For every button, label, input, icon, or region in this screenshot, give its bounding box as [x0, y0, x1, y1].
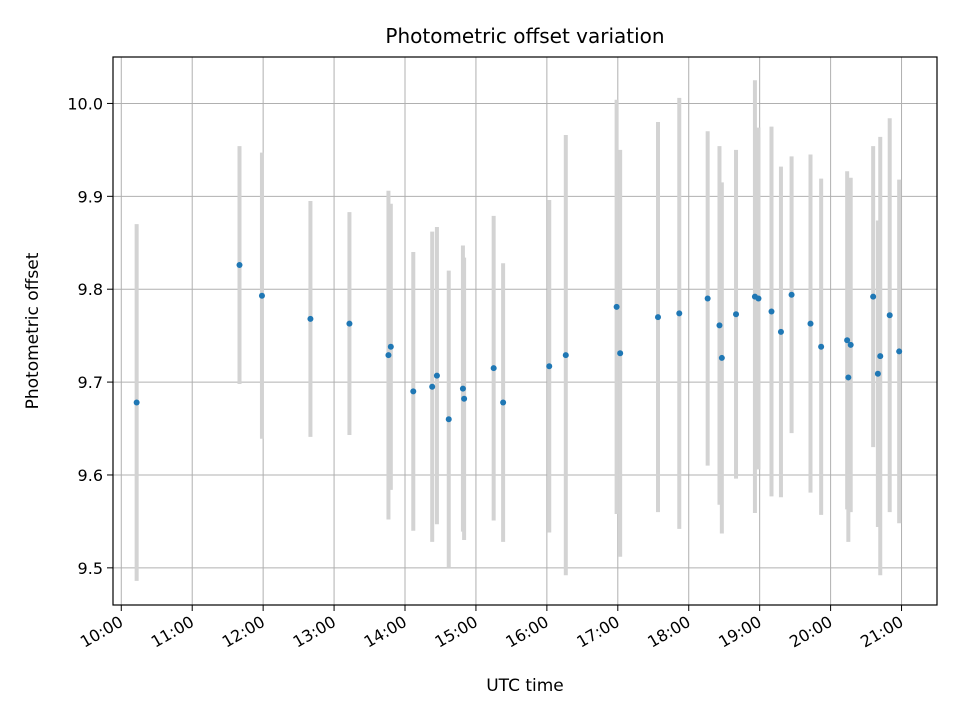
data-point	[461, 395, 468, 402]
chart-title: Photometric offset variation	[385, 24, 664, 48]
grid-lines	[113, 57, 937, 605]
data-point	[385, 352, 392, 359]
data-point	[877, 353, 884, 360]
data-point	[896, 348, 903, 355]
y-tick-label: 9.9	[78, 187, 103, 206]
data-point	[346, 320, 353, 327]
y-axis-ticks: 9.5 9.6 9.7 9.8 9.9 10.0	[67, 94, 113, 578]
data-point	[704, 295, 711, 302]
data-point	[307, 315, 314, 322]
data-point	[718, 354, 725, 361]
data-point	[445, 416, 452, 423]
data-point	[788, 291, 795, 298]
data-point	[654, 314, 661, 321]
data-point	[818, 343, 825, 350]
data-point	[613, 303, 620, 310]
data-point	[236, 262, 243, 269]
data-point	[410, 388, 417, 395]
data-point	[387, 343, 394, 350]
data-point	[874, 370, 881, 377]
y-tick-label: 9.7	[78, 373, 103, 392]
data-point	[886, 312, 893, 319]
y-axis-label: Photometric offset	[23, 252, 43, 409]
data-point	[562, 352, 569, 359]
y-tick-label: 10.0	[67, 94, 103, 113]
data-point	[845, 374, 852, 381]
x-axis-label: UTC time	[486, 676, 564, 696]
data-point	[870, 293, 877, 300]
y-tick-label: 9.8	[78, 280, 103, 299]
data-point	[133, 399, 140, 406]
data-point	[500, 399, 507, 406]
data-point	[733, 311, 740, 318]
data-point	[617, 350, 624, 357]
data-point	[490, 365, 497, 372]
data-point	[768, 308, 775, 315]
y-tick-label: 9.5	[78, 559, 103, 578]
data-point	[777, 328, 784, 335]
y-tick-label: 9.6	[78, 466, 103, 485]
data-point	[459, 385, 466, 392]
data-points	[133, 262, 903, 423]
data-point	[716, 322, 723, 329]
data-point	[755, 295, 762, 302]
data-point	[847, 341, 854, 348]
data-point	[807, 320, 814, 327]
data-point	[429, 383, 436, 390]
data-point	[676, 310, 683, 317]
data-point	[433, 372, 440, 379]
plot-area-frame	[112, 56, 938, 606]
data-point	[546, 363, 553, 370]
data-point	[844, 337, 851, 344]
data-point	[258, 292, 265, 299]
